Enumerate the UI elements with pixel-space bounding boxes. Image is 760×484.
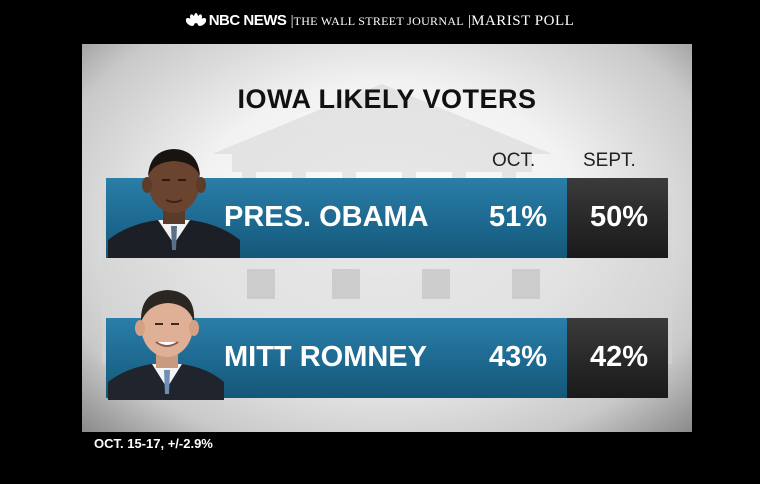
candidate-name: PRES. OBAMA [224,201,429,233]
poll-footnote: OCT. 15-17, +/-2.9% [94,436,213,451]
sept-value: 42% [590,341,649,373]
oct-value: 51% [489,201,548,233]
sept-cell-dark [567,178,668,258]
oct-value: 43% [489,341,548,373]
candidate-name: MITT ROMNEY [224,341,427,373]
nbc-news-logo: NBC NEWS [208,12,287,29]
chart-title: IOWA LIKELY VOTERS [237,84,537,114]
wsj-logo: THE WALL STREET JOURNAL [293,14,464,28]
header-separator: | [468,13,472,29]
sept-cell-dark [567,318,668,398]
header-separator: | [290,13,294,29]
obama-headshot-photo [108,149,240,258]
column-header-sept: SEPT. [583,150,636,171]
column-header-oct: OCT. [492,150,536,171]
poll-sponsors-header: NBC NEWS |THE WALL STREET JOURNAL |MARIS… [0,12,760,30]
nbc-peacock-icon [185,13,206,26]
marist-poll-logo: MARIST POLL [471,13,575,29]
sept-value: 50% [590,201,649,233]
romney-headshot-photo [108,290,224,400]
